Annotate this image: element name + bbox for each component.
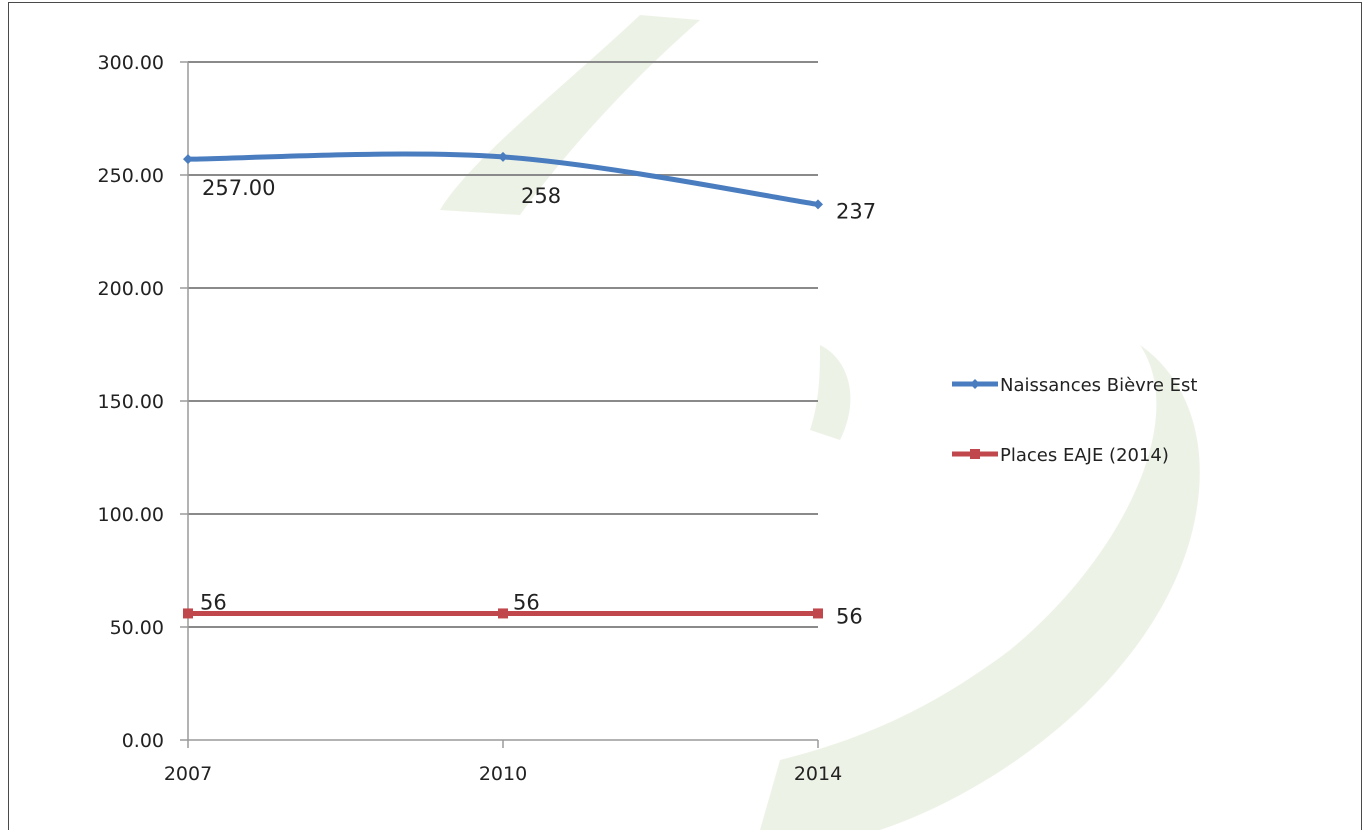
data-point-places	[813, 608, 823, 619]
y-tick-label: 200.00	[98, 278, 164, 300]
data-point-naissances	[183, 154, 193, 165]
y-tick-label: 150.00	[98, 391, 164, 413]
data-point-places	[498, 608, 508, 619]
data-label-naissances: 237	[836, 199, 876, 223]
data-label-places: 56	[200, 590, 227, 614]
y-tick-label: 300.00	[98, 52, 164, 74]
y-tick-label: 0.00	[122, 730, 164, 752]
x-tick-label: 2014	[794, 763, 842, 785]
axes: 0.00 50.00 100.00 150.00 200.00 250.00 300.00 2…	[98, 52, 843, 785]
y-tick-label: 100.00	[98, 504, 164, 526]
series	[183, 151, 823, 619]
legend: Naissances Bièvre Est Places EAJE (2014)	[952, 375, 1197, 466]
legend-marker-places	[970, 449, 980, 459]
data-point-naissances	[498, 151, 508, 162]
gridlines	[188, 61, 818, 628]
chart-frame	[8, 2, 1362, 830]
x-tick-label: 2007	[164, 763, 212, 785]
data-label-naissances: 258	[521, 184, 561, 208]
data-label-naissances: 257.00	[202, 176, 275, 200]
y-tick-label: 50.00	[110, 617, 164, 639]
watermark-brush-stroke	[440, 15, 1200, 830]
y-tick-label: 250.00	[98, 165, 164, 187]
legend-marker-naissances	[970, 379, 980, 389]
legend-label-naissances: Naissances Bièvre Est	[1000, 375, 1197, 396]
data-point-naissances	[813, 199, 823, 210]
legend-label-places: Places EAJE (2014)	[1000, 445, 1169, 466]
data-label-places: 56	[513, 590, 540, 614]
data-label-places: 56	[836, 604, 863, 628]
data-point-places	[183, 608, 193, 619]
x-tick-label: 2010	[479, 763, 527, 785]
data-labels: 257.00 258 237 56 56 56	[200, 176, 876, 628]
